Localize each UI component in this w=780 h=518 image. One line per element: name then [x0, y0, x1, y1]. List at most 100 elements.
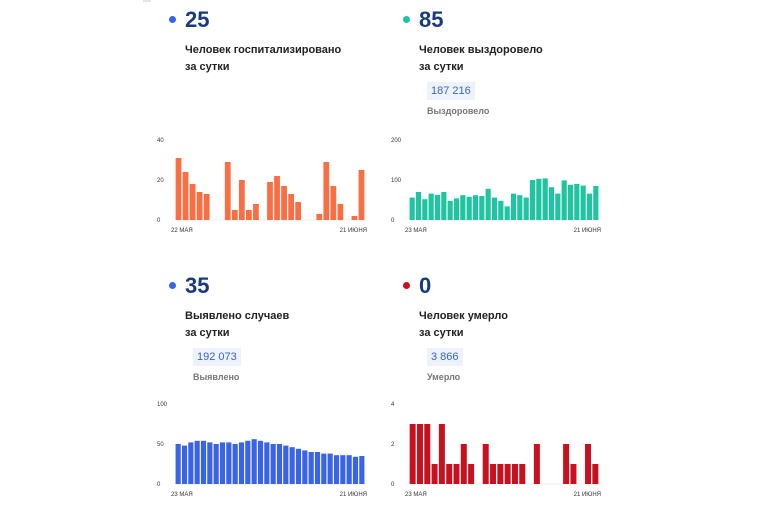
- bar: [330, 186, 337, 220]
- bar: [281, 186, 287, 220]
- bar: [251, 439, 257, 484]
- bar: [302, 450, 308, 484]
- stat-label: Человек выздоровело за сутки: [419, 42, 543, 76]
- deaths-chart: 4 2 0 23 МАЯ 21 ИЮНЯ: [391, 402, 601, 498]
- bar: [270, 444, 276, 484]
- y-tick-label: 50: [157, 442, 164, 448]
- bar: [194, 440, 200, 484]
- bar: [586, 193, 593, 220]
- bar: [523, 197, 529, 220]
- y-tick-label: 40: [157, 138, 164, 144]
- stat-label-line2: за сутки: [185, 327, 230, 339]
- bar: [340, 455, 346, 484]
- bar: [359, 456, 365, 484]
- bar: [207, 442, 213, 484]
- bar: [519, 464, 526, 484]
- bar: [428, 193, 434, 220]
- bar: [321, 453, 327, 484]
- total-count: 192 073: [193, 348, 241, 366]
- bar: [479, 196, 485, 220]
- bar: [490, 464, 497, 484]
- y-tick-label: 2: [391, 442, 395, 448]
- y-tick-label: 100: [157, 402, 168, 408]
- bullet-dot: [403, 282, 410, 289]
- stat-value: 35: [185, 273, 210, 298]
- bar: [416, 424, 423, 484]
- bar: [288, 194, 294, 220]
- bar: [580, 185, 586, 220]
- bar: [257, 440, 264, 484]
- stat-label-line1: Человек выздоровело: [419, 44, 543, 56]
- total-caption: Выздоровело: [427, 106, 490, 116]
- bar: [466, 196, 472, 220]
- bar: [219, 442, 226, 484]
- bar: [592, 464, 599, 484]
- stat-value: 25: [185, 7, 210, 32]
- bar: [529, 180, 536, 220]
- y-tick-label: 0: [391, 218, 395, 224]
- bar: [446, 464, 453, 484]
- stat-label-line1: Человек умерло: [419, 310, 508, 322]
- bar: [409, 197, 415, 220]
- x-tick-start: 22 МАЯ: [171, 228, 193, 234]
- recovered-card: 85 Человек выздоровело за сутки 187 216 …: [391, 0, 663, 250]
- bullet-dot: [169, 282, 176, 289]
- bar: [422, 199, 428, 220]
- stat-value: 85: [419, 7, 444, 32]
- bar: [424, 424, 431, 484]
- bar: [337, 204, 344, 220]
- bar: [283, 445, 289, 484]
- x-tick-end: 21 ИЮНЯ: [574, 228, 601, 234]
- stat-label-line1: Человек госпитализировано: [185, 44, 342, 56]
- bar: [276, 444, 283, 484]
- bar: [415, 192, 422, 220]
- bar: [238, 180, 245, 220]
- bar: [542, 178, 548, 220]
- bar: [188, 442, 194, 484]
- bar: [175, 444, 181, 484]
- bar: [213, 444, 219, 484]
- hospitalized-card: 25 Человек госпитализировано за сутки 40…: [157, 0, 429, 250]
- bar: [498, 200, 504, 220]
- x-tick-start: 23 МАЯ: [405, 492, 427, 498]
- bar: [238, 442, 245, 484]
- y-tick-label: 0: [391, 482, 395, 488]
- stat-label-line1: Выявлено случаев: [185, 310, 290, 322]
- x-tick-start: 23 МАЯ: [405, 228, 427, 234]
- total-count: 187 216: [427, 82, 475, 100]
- cases-chart: 100 50 0 23 МАЯ 21 ИЮНЯ: [157, 402, 367, 498]
- bar: [314, 452, 321, 484]
- bar: [409, 424, 416, 484]
- bar: [224, 162, 231, 220]
- bar: [460, 444, 467, 484]
- bar: [491, 197, 498, 220]
- bar: [536, 178, 542, 220]
- y-tick-label: 0: [157, 482, 161, 488]
- bar: [289, 447, 295, 484]
- bar: [196, 192, 203, 220]
- recovered-chart: 200 100 0 23 МАЯ 21 ИЮНЯ: [391, 138, 601, 234]
- bar: [497, 464, 504, 484]
- total-count: 3 866: [427, 348, 463, 366]
- bar: [561, 180, 567, 220]
- y-tick-label: 20: [157, 178, 164, 184]
- bar: [264, 442, 270, 484]
- bar: [274, 176, 280, 220]
- bar: [447, 200, 453, 220]
- stat-label: Человек умерло за сутки: [419, 308, 508, 342]
- bar: [555, 193, 561, 220]
- bar: [232, 444, 238, 484]
- bar: [453, 198, 460, 220]
- bar: [226, 442, 232, 484]
- bar: [352, 456, 359, 484]
- bar: [517, 195, 523, 220]
- deaths-card: 0 Человек умерло за сутки 3 866 Умерло 4…: [391, 266, 663, 516]
- bar: [295, 202, 302, 220]
- x-tick-end: 21 ИЮНЯ: [340, 492, 367, 498]
- stat-label-line2: за сутки: [419, 327, 464, 339]
- bullet-dot: [403, 16, 410, 23]
- y-tick-label: 100: [391, 178, 402, 184]
- bar: [585, 444, 592, 484]
- total-caption: Умерло: [427, 372, 461, 382]
- bar: [200, 440, 207, 484]
